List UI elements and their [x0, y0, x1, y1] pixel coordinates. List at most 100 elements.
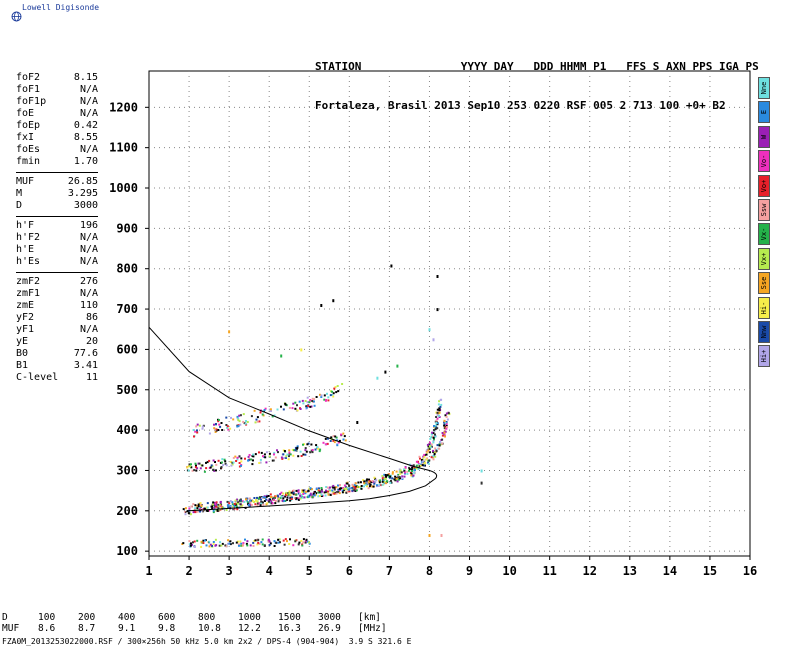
- echo-point: [192, 429, 195, 431]
- echo-point: [436, 414, 439, 417]
- isolated-echo: [300, 348, 303, 352]
- echo-point: [302, 443, 304, 446]
- param-key: h'Es: [16, 256, 41, 267]
- echo-point: [294, 407, 297, 410]
- echo-point: [218, 508, 221, 511]
- echo-point: [325, 489, 327, 492]
- param-value: 3.295: [67, 188, 98, 199]
- echo-point: [214, 461, 216, 463]
- echo-point: [434, 455, 437, 458]
- echo-point: [295, 539, 298, 542]
- echo-point: [329, 493, 332, 496]
- echo-point: [310, 495, 313, 498]
- echo-point: [292, 491, 295, 494]
- echo-point: [344, 439, 347, 442]
- echo-point: [201, 425, 204, 428]
- echo-point: [206, 502, 209, 505]
- echo-point: [296, 446, 299, 449]
- echo-point: [200, 545, 203, 548]
- echo-point: [225, 424, 228, 426]
- echo-point: [436, 408, 439, 411]
- echo-point: [332, 486, 335, 489]
- echo-point: [227, 542, 229, 545]
- echo-point: [298, 541, 301, 544]
- echo-point: [217, 429, 220, 431]
- distance-label: D: [2, 612, 8, 623]
- echo-point: [282, 453, 285, 456]
- echo-point: [298, 400, 301, 403]
- param-value: N/A: [79, 324, 98, 335]
- echo-point: [205, 544, 208, 547]
- echo-point: [269, 498, 272, 501]
- echo-point: [236, 415, 239, 418]
- echo-point: [269, 542, 272, 545]
- echo-point: [378, 481, 381, 484]
- legend-label: Vx-: [760, 228, 768, 241]
- echo-point: [428, 451, 431, 454]
- echo-point: [438, 443, 441, 446]
- param-key: M: [16, 188, 23, 199]
- echo-point: [219, 504, 222, 507]
- echo-point: [346, 482, 349, 485]
- echo-point: [315, 488, 318, 491]
- echo-point: [313, 398, 316, 401]
- echo-point: [433, 426, 436, 429]
- echo-point: [444, 425, 447, 428]
- echo-point: [320, 396, 323, 398]
- echo-point: [366, 485, 368, 488]
- file-info-footer: FZA0M_2013253022000.RSF / 300×256h 50 kH…: [2, 637, 412, 646]
- echo-point: [413, 466, 416, 469]
- echo-point: [269, 408, 272, 411]
- echo-point: [433, 425, 435, 427]
- echo-point: [366, 478, 369, 481]
- echo-point: [220, 466, 223, 469]
- param-row: zmF2 276: [16, 276, 98, 288]
- echo-point: [348, 488, 351, 491]
- echo-point: [332, 395, 335, 398]
- param-row: h'E N/A: [16, 244, 98, 256]
- echo-point: [208, 545, 211, 548]
- echo-point: [304, 449, 307, 452]
- echo-point: [364, 483, 367, 486]
- isolated-echo: [228, 330, 231, 334]
- param-value: N/A: [79, 288, 98, 299]
- echo-point: [227, 428, 230, 431]
- echo-point: [252, 453, 255, 456]
- echo-point: [231, 463, 234, 466]
- echo-point: [300, 455, 303, 457]
- echo-point: [263, 453, 266, 456]
- echo-point: [239, 423, 242, 426]
- echo-point: [235, 505, 238, 508]
- echo-point: [194, 466, 197, 469]
- echo-point: [222, 464, 225, 467]
- param-row: MUF 26.85: [16, 176, 98, 188]
- echo-point: [447, 412, 450, 415]
- echo-point: [389, 475, 392, 478]
- echo-point: [406, 470, 409, 473]
- echo-point: [343, 435, 346, 438]
- x-tick-label: 1: [145, 564, 152, 578]
- echo-point: [306, 396, 309, 399]
- echo-point: [381, 475, 384, 478]
- echo-point: [214, 538, 217, 541]
- echo-point: [295, 497, 298, 500]
- echo-point: [427, 461, 430, 464]
- echo-point: [412, 474, 415, 477]
- echo-point: [188, 512, 191, 515]
- echo-point: [219, 541, 222, 544]
- distance-value: 100: [38, 612, 56, 623]
- echo-point: [196, 539, 199, 542]
- echo-point: [220, 461, 223, 464]
- echo-point: [325, 486, 328, 488]
- echo-point: [220, 422, 223, 424]
- param-row: B0 77.6: [16, 348, 98, 360]
- echo-point: [434, 428, 437, 431]
- echo-point: [211, 505, 214, 508]
- echo-point: [312, 492, 315, 495]
- echo-point: [297, 455, 300, 458]
- echo-point: [308, 494, 311, 497]
- echo-point: [338, 439, 341, 442]
- echo-point: [285, 491, 288, 494]
- echo-point: [274, 500, 277, 502]
- x-tick-label: 2: [185, 564, 192, 578]
